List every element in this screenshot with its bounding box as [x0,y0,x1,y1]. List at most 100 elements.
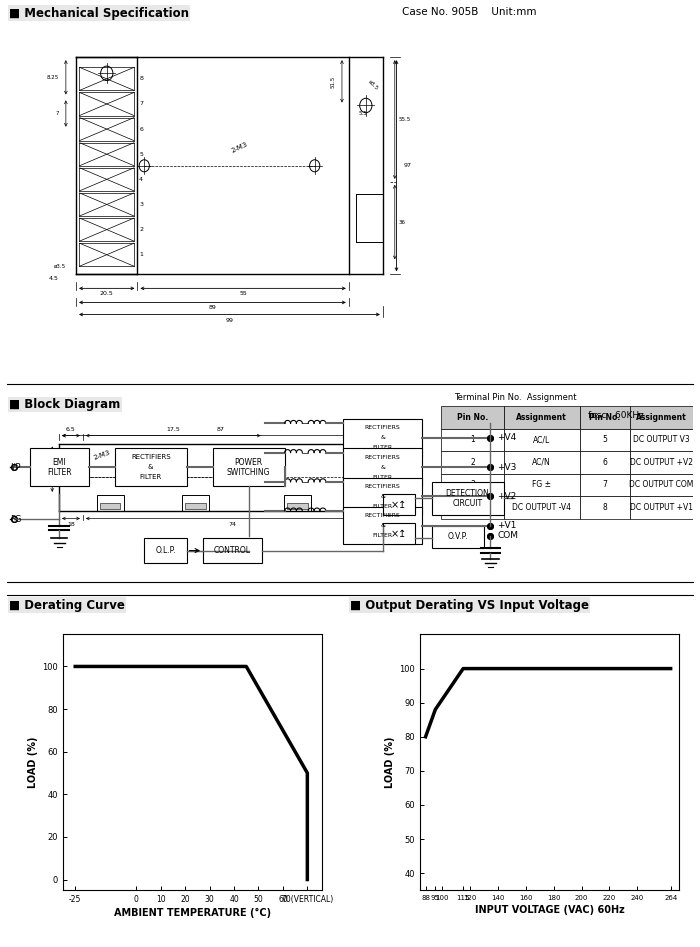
Bar [441,496,504,519]
Bar [630,429,693,451]
Text: 4: 4 [139,177,143,182]
Text: 7: 7 [139,101,143,106]
Bar [383,524,415,545]
Text: 17.5: 17.5 [167,427,180,432]
Text: COM: COM [497,531,518,541]
Text: ■ Output Derating VS Input Voltage: ■ Output Derating VS Input Voltage [350,599,589,612]
Text: 6: 6 [603,457,607,467]
Text: ø3.5: ø3.5 [368,80,379,92]
Y-axis label: LOAD (%): LOAD (%) [385,737,396,788]
Text: 7: 7 [41,467,46,472]
Text: 55.5: 55.5 [398,117,410,122]
Text: FILTER: FILTER [47,468,71,476]
Text: 5: 5 [603,436,607,444]
Bar [344,477,422,515]
Text: RECTIFIERS: RECTIFIERS [365,455,400,459]
Bar [580,429,630,451]
Text: DETECTION: DETECTION [446,489,489,498]
Bar [383,494,415,515]
Bar [630,474,693,496]
Text: &: & [148,464,153,470]
Text: 87: 87 [217,427,225,432]
Bar [100,503,120,509]
Bar [630,406,693,428]
Text: RECTIFIERS: RECTIFIERS [131,455,171,460]
Bar [344,507,422,545]
Text: O.L.P.: O.L.P. [155,546,176,555]
Text: 8.25: 8.25 [47,75,59,80]
Text: 6.5: 6.5 [66,427,76,432]
Text: 74: 74 [229,523,237,527]
Text: Terminal Pin No.  Assignment: Terminal Pin No. Assignment [454,393,576,402]
Text: O.V.P.: O.V.P. [447,532,468,542]
Text: I/P: I/P [10,463,21,472]
Text: &: & [380,436,385,440]
Text: AC/N: AC/N [533,457,551,467]
Text: ø3.5: ø3.5 [43,459,55,472]
Text: DC OUTPUT V3: DC OUTPUT V3 [633,436,690,444]
Text: 4: 4 [470,503,475,512]
Text: 2-M3: 2-M3 [93,450,111,461]
Text: 4.5: 4.5 [49,276,59,281]
Text: FG: FG [10,515,22,524]
Text: CIRCUIT: CIRCUIT [452,499,483,508]
Text: Pin No.: Pin No. [589,413,620,421]
Bar [344,420,422,456]
Bar [441,406,504,428]
Bar [432,482,503,515]
Text: 51.5: 51.5 [330,75,335,87]
Text: 55: 55 [239,292,247,296]
Text: 2: 2 [470,457,475,467]
Text: 5.5: 5.5 [359,111,368,116]
Text: RECTIFIERS: RECTIFIERS [365,513,400,518]
Text: ø3.5: ø3.5 [344,459,356,472]
Text: +V1: +V1 [497,521,517,530]
Text: ø3.5: ø3.5 [54,264,66,269]
Bar [504,496,580,519]
Text: DC OUTPUT COM: DC OUTPUT COM [629,480,694,490]
Text: 2-M3: 2-M3 [230,141,248,153]
Text: 2: 2 [139,227,143,232]
Text: DC OUTPUT +V2: DC OUTPUT +V2 [630,457,693,467]
Text: 20.5: 20.5 [100,292,113,296]
Text: POWER: POWER [234,457,262,467]
Text: 3: 3 [139,202,143,207]
Text: 8: 8 [603,503,607,512]
Text: EMI: EMI [52,457,66,467]
Text: ■ Mechanical Specification: ■ Mechanical Specification [9,7,189,20]
Bar [144,538,187,563]
Text: &: & [380,523,385,528]
Text: ■ Derating Curve: ■ Derating Curve [9,599,125,612]
Bar [288,503,308,509]
Text: FILTER: FILTER [139,474,162,480]
X-axis label: INPUT VOLTAGE (VAC) 60Hz: INPUT VOLTAGE (VAC) 60Hz [475,905,624,915]
Text: +V2: +V2 [497,491,517,501]
Text: Case No. 905B    Unit:mm: Case No. 905B Unit:mm [402,7,537,17]
Bar [344,448,422,486]
Bar [213,448,285,486]
Text: FILTER: FILTER [372,474,393,479]
Bar [441,451,504,474]
Text: Assignment: Assignment [517,413,567,421]
Bar [182,494,209,510]
Text: RECTIFIERS: RECTIFIERS [365,484,400,489]
Text: 36: 36 [400,491,408,496]
Text: SWITCHING: SWITCHING [227,468,270,476]
Bar [580,406,630,428]
Text: 97: 97 [403,163,412,169]
Text: 99: 99 [225,317,234,323]
Text: 5: 5 [139,152,143,156]
Text: Assignment: Assignment [636,413,687,421]
Text: 3: 3 [470,480,475,490]
Text: 18: 18 [67,523,75,527]
Bar [186,503,206,509]
Text: CONTROL: CONTROL [214,546,251,555]
Bar [630,451,693,474]
Text: 6: 6 [139,127,143,132]
Bar [432,526,484,548]
Bar [580,496,630,519]
Text: ■ Block Diagram: ■ Block Diagram [9,398,120,411]
Text: RECTIFIERS: RECTIFIERS [365,425,400,431]
Text: fosc : 60KHz: fosc : 60KHz [588,411,644,420]
Text: 8: 8 [139,77,143,81]
